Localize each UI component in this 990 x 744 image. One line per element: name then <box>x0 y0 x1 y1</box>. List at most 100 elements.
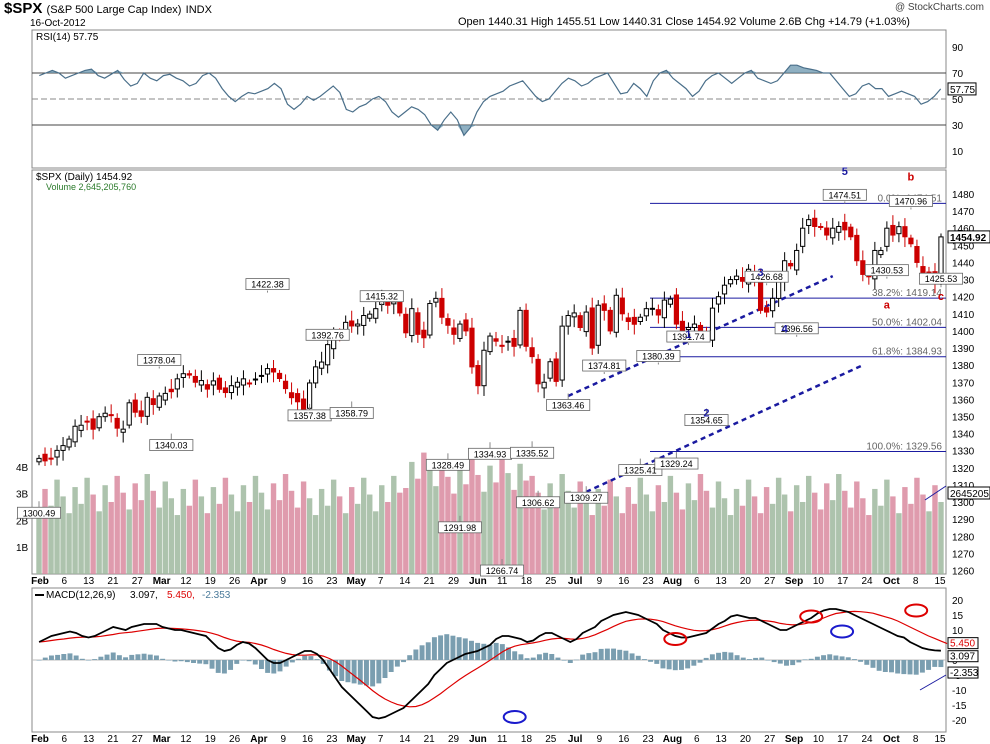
volume-bar <box>168 498 175 574</box>
macd-histogram-bar <box>697 660 703 663</box>
volume-bar <box>90 494 96 574</box>
x-tick-label: 10 <box>813 576 825 587</box>
macd-histogram-bar <box>604 648 610 660</box>
price-label: 1378.04 <box>143 356 176 366</box>
volume-bar <box>318 488 325 574</box>
x-tick-label: 27 <box>764 576 776 587</box>
candle-body <box>836 225 842 233</box>
macd-legend-signal: 5.450, <box>167 590 195 601</box>
candle-body <box>764 307 770 313</box>
price-label: 1425.53 <box>925 274 958 284</box>
macd-histogram-bar <box>153 655 159 660</box>
volume-bar <box>72 487 78 574</box>
x-tick-label: 27 <box>132 576 144 587</box>
price-label: 1266.74 <box>486 566 519 576</box>
price-label-box <box>822 188 867 201</box>
price-tick-label: 1380 <box>952 361 975 372</box>
macd-x-tick-label: 27 <box>132 734 144 744</box>
macd-histogram-bar <box>876 660 882 671</box>
candle-body <box>186 373 192 376</box>
price-tick-label: 1370 <box>952 378 975 389</box>
volume-bar <box>757 513 764 574</box>
macd-histogram-bar <box>61 654 67 660</box>
macd-histogram-bar <box>759 657 765 660</box>
volume-bar <box>36 515 42 574</box>
macd-x-tick-label: Oct <box>883 734 900 744</box>
macd-histogram-bar <box>79 658 85 660</box>
macd-histogram-bar <box>895 660 901 674</box>
rsi-value-box <box>947 82 977 96</box>
price-tick-label: 1400 <box>952 327 975 338</box>
price-label-box <box>425 458 470 471</box>
volume-bar <box>872 488 878 574</box>
price-tick-label: 1430 <box>952 276 975 287</box>
macd-histogram-bar <box>821 655 827 660</box>
macd-crossover-circle <box>830 624 855 639</box>
macd-histogram-bar <box>283 660 289 667</box>
macd-histogram-bar <box>413 649 419 660</box>
candle-body <box>715 296 722 305</box>
candle-body <box>313 366 319 384</box>
volume-bar <box>577 481 583 574</box>
candle-body <box>583 311 589 333</box>
volume-bar <box>240 485 247 574</box>
macd-histogram-bar <box>419 645 425 660</box>
macd-histogram-bar <box>617 649 623 660</box>
rsi-legend: RSI(14) 57.75 <box>36 32 99 43</box>
volume-bar <box>559 474 565 574</box>
candle-body <box>709 307 716 341</box>
macd-histogram-bar <box>172 660 178 662</box>
candle-body <box>150 398 156 406</box>
macd-histogram-bar <box>648 660 654 662</box>
macd-histogram-bar <box>524 658 530 660</box>
candle-body <box>697 324 704 332</box>
volume-bar <box>733 488 740 574</box>
volume-bar <box>180 488 187 574</box>
macd-histogram-bar <box>370 660 376 687</box>
volume-bar <box>493 482 499 574</box>
volume-bar <box>842 490 848 574</box>
candle-body <box>216 377 223 390</box>
macd-histogram-bar <box>641 659 647 660</box>
volume-bar <box>397 492 403 574</box>
macd-histogram-bar <box>468 640 474 660</box>
macd-histogram-bar <box>654 660 660 664</box>
volume-bar <box>499 456 505 574</box>
symbol-title: $SPX (S&P 500 Large Cap Index) INDX <box>4 0 212 17</box>
candle-body <box>481 349 487 387</box>
candle-body <box>114 417 120 429</box>
candle-body <box>234 381 241 388</box>
price-label: 1334.93 <box>474 449 507 459</box>
price-label-box <box>582 359 627 372</box>
macd-histogram-bar <box>487 644 493 660</box>
volume-bar <box>914 477 920 574</box>
volume-trend-line <box>924 485 947 501</box>
macd-histogram-bar <box>123 657 129 660</box>
macd-x-tick-label: 13 <box>716 734 728 744</box>
volume-bar <box>505 473 511 574</box>
x-tick-label: 6 <box>694 576 700 587</box>
price-tick-label: 1300 <box>952 498 975 509</box>
macd-histogram-bar <box>308 656 314 660</box>
candle-body <box>655 309 661 316</box>
x-tick-label: 16 <box>618 576 630 587</box>
volume-bar <box>890 496 896 574</box>
macd-x-tick-label: Mar <box>153 734 171 744</box>
price-label: 1306.62 <box>522 498 555 508</box>
candle-body <box>770 297 776 312</box>
last-price-box <box>947 230 990 244</box>
price-tick-label: 1390 <box>952 344 975 355</box>
macd-histogram-bar <box>351 660 357 684</box>
macd-histogram-bar <box>913 660 919 675</box>
volume-bar <box>186 505 193 574</box>
x-tick-label: 29 <box>448 576 460 587</box>
macd-value-label: 3.097 <box>950 652 975 663</box>
price-tick-label: 1360 <box>952 395 975 406</box>
macd-tick-label: -15 <box>952 701 967 712</box>
macd-histogram-bar <box>407 655 413 660</box>
macd-histogram-bar <box>240 660 246 661</box>
volume-bar <box>252 475 259 574</box>
x-tick-label: 21 <box>107 576 119 587</box>
volume-bar <box>324 505 331 574</box>
candle-body <box>349 320 355 327</box>
